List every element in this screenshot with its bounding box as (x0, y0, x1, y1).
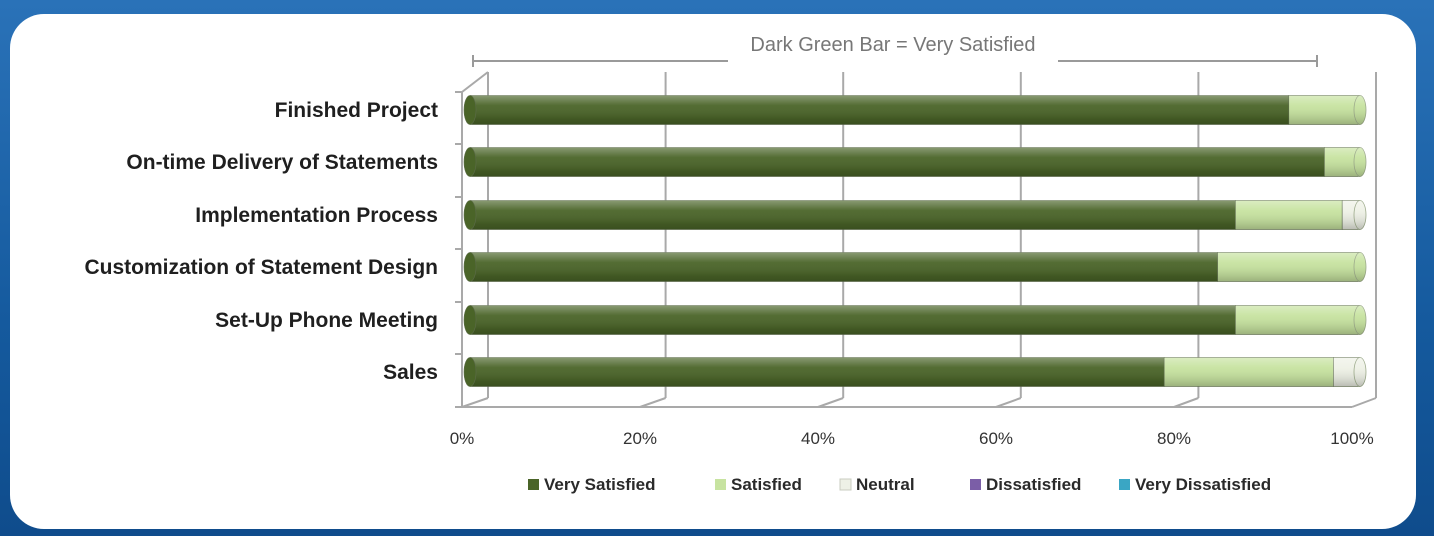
bar-cap-right-shade-sales (1354, 357, 1366, 387)
legend-label-very-satisfied: Very Satisfied (544, 475, 656, 494)
x-tick-label-0: 0% (450, 429, 475, 448)
bar-shade-implementation-process-satisfied (1235, 200, 1343, 230)
bar-shade-sales-very-satisfied (470, 357, 1165, 387)
bar-shade-implementation-process-very-satisfied (470, 200, 1236, 230)
gridline-depth-40 (817, 397, 844, 408)
bar-cap-left-customization-of-statement-design (463, 252, 477, 282)
legend-label-neutral: Neutral (856, 475, 915, 494)
bar-cap-left-on-time-delivery-of-statements (463, 147, 477, 177)
category-label-customization-of-statement-design: Customization of Statement Design (84, 256, 438, 279)
bar-cap-right-shade-implementation-process (1354, 200, 1366, 230)
x-tick-label-20: 20% (623, 429, 657, 448)
bar-cap-right-shade-set-up-phone-meeting (1354, 305, 1366, 335)
annotation-text-bg (728, 46, 1058, 68)
category-label-on-time-delivery-of-statements: On-time Delivery of Statements (126, 151, 438, 174)
axis-top-depth (461, 71, 489, 93)
x-tick-label-80: 80% (1157, 429, 1191, 448)
bar-shade-on-time-delivery-of-statements-very-satisfied (470, 147, 1325, 177)
bar-shade-set-up-phone-meeting-satisfied (1235, 305, 1360, 335)
category-labels: Finished Project On-time Delivery of Stat… (84, 99, 438, 384)
category-label-set-up-phone-meeting: Set-Up Phone Meeting (215, 309, 438, 332)
legend-swatch-dissatisfied (970, 479, 981, 490)
legend-swatch-neutral (839, 478, 852, 491)
bars (463, 95, 1367, 387)
x-tick-label-100: 100% (1330, 429, 1373, 448)
bar-shade-customization-of-statement-design-satisfied (1217, 252, 1360, 282)
gridline-depth-100 (1351, 397, 1377, 408)
annotation: Dark Green Bar = Very Satisfied (472, 34, 1318, 68)
legend-label-dissatisfied: Dissatisfied (986, 475, 1081, 494)
bar-cap-left-set-up-phone-meeting (463, 305, 477, 335)
x-tick-labels: 0% 20% 40% 60% 80% 100% (450, 429, 1374, 448)
gridline-depth-20 (639, 397, 666, 408)
x-tick-label-40: 40% (801, 429, 835, 448)
annotation-text: Dark Green Bar = Very Satisfied (750, 34, 1035, 56)
gridlines (455, 71, 1377, 408)
category-label-sales: Sales (383, 361, 438, 384)
legend-swatch-very-dissatisfied (1119, 479, 1130, 490)
bar-cap-left-implementation-process (463, 200, 477, 230)
bar-shade-customization-of-statement-design-very-satisfied (470, 252, 1218, 282)
legend-swatch-satisfied (715, 479, 726, 490)
legend-swatch-very-satisfied (528, 479, 539, 490)
gridline-depth-60 (995, 397, 1022, 408)
legend: Very Satisfied Satisfied Neutral Dissatisfi… (528, 475, 1271, 494)
bar-cap-right-shade-finished-project (1354, 95, 1366, 125)
bar-cap-right-shade-on-time-delivery-of-statements (1354, 147, 1366, 177)
legend-label-satisfied: Satisfied (731, 475, 802, 494)
legend-label-very-dissatisfied: Very Dissatisfied (1135, 475, 1271, 494)
gridline-depth-80 (1173, 397, 1199, 408)
x-tick-label-60: 60% (979, 429, 1013, 448)
bar-cap-left-sales (463, 357, 477, 387)
category-label-implementation-process: Implementation Process (195, 204, 438, 227)
gridline-depth-0 (461, 397, 489, 408)
bar-shade-finished-project-very-satisfied (470, 95, 1289, 125)
bar-shade-finished-project-satisfied (1288, 95, 1360, 125)
bar-shade-set-up-phone-meeting-very-satisfied (470, 305, 1236, 335)
bar-cap-left-finished-project (463, 95, 477, 125)
category-label-finished-project: Finished Project (275, 99, 438, 122)
bar-shade-sales-satisfied (1164, 357, 1334, 387)
bar-cap-right-shade-customization-of-statement-design (1354, 252, 1366, 282)
